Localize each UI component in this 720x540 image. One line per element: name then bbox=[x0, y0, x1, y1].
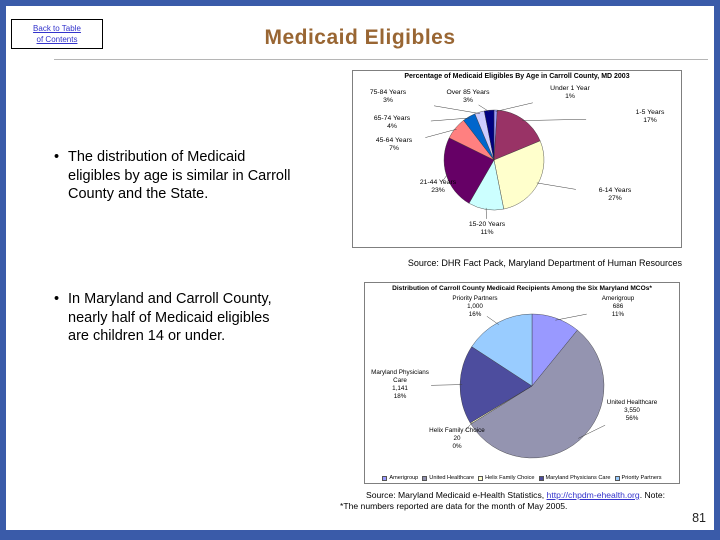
leader-line bbox=[536, 182, 576, 190]
age-chart-title: Percentage of Medicaid Eligibles By Age … bbox=[404, 73, 630, 80]
pie-slice-8 bbox=[484, 109, 495, 161]
source-note-1: Source: DHR Fact Pack, Maryland Departme… bbox=[407, 258, 682, 268]
source2-prefix: Source: Maryland Medicaid e-Health Stati… bbox=[366, 490, 547, 500]
legend-item: Amerigroup bbox=[382, 475, 418, 481]
leader-line bbox=[430, 117, 470, 122]
legend-swatch bbox=[538, 475, 544, 481]
legend-label: Maryland Physicians Care bbox=[545, 475, 611, 481]
pie-slice-1 bbox=[493, 109, 541, 161]
pie-label: 6-14 Years 27% bbox=[599, 187, 632, 202]
leader-line bbox=[522, 119, 587, 121]
legend-swatch bbox=[478, 475, 484, 481]
leader-line bbox=[495, 102, 533, 112]
legend-item: Priority Partners bbox=[614, 475, 662, 481]
source2-suffix: . Note: bbox=[639, 490, 666, 500]
legend-label: Priority Partners bbox=[621, 475, 662, 481]
pie-label: Over 85 Years 3% bbox=[446, 89, 490, 104]
pie-slice-4 bbox=[471, 313, 533, 387]
pie-label: 45-64 Years 7% bbox=[376, 137, 413, 152]
age-pie-svg: Under 1 Year 1% 1-5 Years 17% 6-14 Years 27% 1… bbox=[370, 85, 665, 236]
source-note-2-line1: Source: Maryland Medicaid e-Health Stati… bbox=[366, 490, 692, 501]
leader-line bbox=[431, 384, 463, 386]
pie-slice-1 bbox=[470, 329, 605, 459]
leader-line bbox=[555, 313, 587, 321]
pie-label: 21-44 Years 23% bbox=[420, 179, 457, 194]
mco-legend: Amerigroup United Healthcare Helix Family … bbox=[365, 475, 679, 481]
pie-label: Helix Family Choice 20 0% bbox=[429, 427, 485, 450]
page-title: Medicaid Eligibles bbox=[264, 26, 456, 49]
pie-label: Amerigroup 686 11% bbox=[602, 295, 635, 318]
title-underline bbox=[54, 59, 708, 60]
legend-label: Amerigroup bbox=[389, 475, 419, 481]
pie-label: Maryland Physicians Care 1,141 18% bbox=[371, 369, 429, 400]
leader-line bbox=[486, 316, 499, 325]
mco-chart-title: Distribution of Carroll County Medicaid … bbox=[392, 285, 652, 292]
back-to-toc-link[interactable]: Back to Table of Contents bbox=[11, 19, 103, 50]
pie-label: Under 1 Year 1% bbox=[550, 85, 590, 100]
leader-line bbox=[578, 424, 606, 439]
legend-item: United Healthcare bbox=[422, 475, 474, 481]
ehealth-link[interactable]: http://chpdm-ehealth.org bbox=[546, 490, 640, 500]
pie-label: United Healthcare 3,550 56% bbox=[607, 399, 658, 422]
age-pie-chart: Percentage of Medicaid Eligibles By Age … bbox=[352, 70, 682, 248]
legend-label: United Healthcare bbox=[429, 475, 475, 481]
leader-line bbox=[442, 173, 448, 182]
back-link-line1: Back to Table bbox=[33, 24, 81, 33]
pie-slice-2 bbox=[493, 140, 545, 210]
pie-label: 75-84 Years 3% bbox=[370, 89, 407, 104]
pie-label: 15-20 Years 11% bbox=[469, 221, 506, 236]
source-note-2: Source: Maryland Medicaid e-Health Stati… bbox=[340, 490, 692, 511]
back-link-line2: of Contents bbox=[36, 35, 78, 45]
leader-line bbox=[433, 105, 480, 114]
pie-slice-4 bbox=[443, 137, 495, 204]
leader-line bbox=[464, 422, 473, 432]
bullet-2: In Maryland and Carroll County, nearly h… bbox=[52, 290, 280, 346]
legend-swatch bbox=[422, 475, 428, 481]
legend-item: Maryland Physicians Care bbox=[538, 475, 611, 481]
page-number: 81 bbox=[692, 511, 706, 525]
pie-label: 1-5 Years 17% bbox=[636, 109, 665, 124]
mco-pie-svg: Amerigroup 686 11% United Healthcare 3,550 56… bbox=[371, 295, 658, 459]
source-note-2-line2: *The numbers reported are data for the m… bbox=[340, 500, 568, 511]
bullet-1: The distribution of Medicaid eligibles b… bbox=[52, 148, 300, 204]
pie-label: 65-74 Years 4% bbox=[374, 115, 411, 130]
legend-swatch bbox=[382, 475, 388, 481]
legend-swatch bbox=[614, 475, 620, 481]
leader-line bbox=[425, 128, 457, 138]
legend-item: Helix Family Choice bbox=[478, 475, 535, 481]
legend-label: Helix Family Choice bbox=[485, 475, 535, 481]
mco-pie-chart: Distribution of Carroll County Medicaid … bbox=[364, 282, 680, 484]
leader-line bbox=[478, 104, 490, 112]
pie-label: Priority Partners 1,000 16% bbox=[452, 295, 497, 318]
